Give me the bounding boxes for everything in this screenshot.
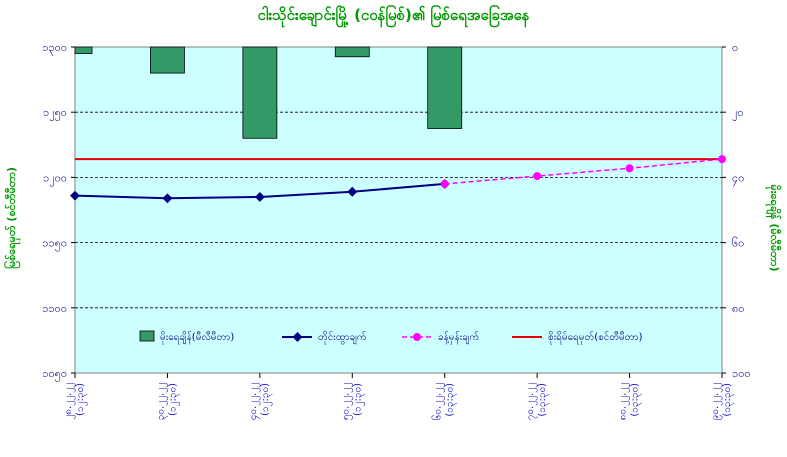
y-left-tick-label: ၁၃၀၀ <box>42 41 67 56</box>
y-right-tick-label: ၁၀၀ <box>732 367 751 380</box>
x-tick-label-line: ၃၀.၂၂.၂၂ <box>155 383 168 420</box>
x-tick-label-line: (၁၂:၃၀) <box>260 383 273 416</box>
x-tick-label: ၉၀.၂၂.၂၂(၁၃:၃၀) <box>710 383 735 420</box>
forecast-line <box>444 158 723 185</box>
legend-label-rainfall: မိုးရေချိန်(မီလီမီတာ) <box>160 330 234 345</box>
legend-label-danger: စိုးရိမ်ရေမှတ်(စင်တီမီတာ) <box>548 330 643 345</box>
y-right-tick-label: ၂၀ <box>732 106 744 121</box>
x-tick-label-line: (၁၃:၃၀) <box>537 383 550 417</box>
y-right-tick-label: ၀ <box>732 41 738 54</box>
forecast-point <box>533 172 542 181</box>
rainfall-bar <box>334 46 370 58</box>
legend-label-actual: တိုင်းထွာချက် <box>318 330 367 345</box>
legend-swatch-rainfall <box>139 330 155 342</box>
x-tick-label: ၄၀.၂၂.၂၂(၁၂:၃၀) <box>248 383 273 420</box>
x-tick-label-line: (၁၃:၃၀) <box>445 383 458 417</box>
rainfall-bar <box>150 46 185 74</box>
rainfall-bar <box>74 46 93 54</box>
rainfall-bar <box>242 46 278 139</box>
y-left-tick-label: ၁၁၅၀ <box>42 237 67 252</box>
x-tick-label: ၅၀.၂၂.၂၂(၁၂:၃၀) <box>340 383 365 420</box>
x-tick-label-line: (၁၃:၃၀) <box>722 383 735 417</box>
rainfall-bar <box>427 46 463 129</box>
x-tick-label-line: (၁၃:၃၀) <box>630 383 643 417</box>
actual-point <box>70 190 80 201</box>
y-left-tick-label: ၁၂၀၀ <box>43 171 67 186</box>
x-tick-label-line: ၅၀.၂၂.၂၂ <box>340 383 353 420</box>
x-tick-label: ၂၈.၂၂.၂၂(၁၂:၃၀) <box>63 383 88 420</box>
y-left-tick-label: ၁၂၅၀ <box>43 106 67 121</box>
y-right-tick-label: ၄၀ <box>732 171 744 186</box>
x-tick-label-line: (၁၂:၃၀) <box>352 383 365 416</box>
x-tick-label: ၆၀.၂၂.၂၂(၁၃:၃၀) <box>431 383 458 420</box>
x-tick-label-line: (၁၂:၃၀) <box>75 383 88 416</box>
forecast-point <box>718 155 726 164</box>
x-tick-label-line: ၂၈.၂၂.၂၂ <box>63 383 76 420</box>
y-left-tick-label: ၁၁၀၀ <box>42 302 67 315</box>
x-tick-label: ၈၀.၂၂.၂၂(၁၃:၃၀) <box>618 383 643 420</box>
forecast-point <box>625 164 634 173</box>
chart-title: ငါးသိုင်းချောင်းမြို့ (ငဝန်မြစ်)၏ မြစ်ရေ… <box>257 6 530 24</box>
x-tick-label-line: ၄၀.၂၂.၂၂ <box>248 383 261 420</box>
y-right-tick-label: ၈၀ <box>732 302 744 315</box>
actual-point <box>254 192 265 202</box>
legend-marker-actual <box>292 332 303 342</box>
plot-area <box>74 46 723 374</box>
legend-marker-forecast <box>413 333 421 341</box>
x-tick-label-line: ၉၀.၂၂.၂၂ <box>710 383 723 420</box>
actual-point <box>347 186 358 197</box>
forecast-point <box>440 179 449 188</box>
x-tick-label-line: ၈၀.၂၂.၂၂ <box>618 383 631 420</box>
x-tick-label: ၃၀.၂၂.၂၂(၁၂:၃၀) <box>155 383 180 420</box>
y-left-tick-label: ၁၀၅၀ <box>42 367 67 382</box>
x-tick-label-line: ၆၀.၂၂.၂၂ <box>431 383 446 420</box>
x-tick-label: ၇၀.၂၂.၂၂(၁၃:၃၀) <box>525 383 550 420</box>
legend-label-forecast: ခန့်မှန်းချက် <box>438 330 479 345</box>
y-right-tick-label: ၆၀ <box>732 237 744 250</box>
x-tick-label-line: ၇၀.၂၂.၂၂ <box>525 383 538 420</box>
x-tick-label-line: (၁၂:၃၀) <box>167 383 180 416</box>
